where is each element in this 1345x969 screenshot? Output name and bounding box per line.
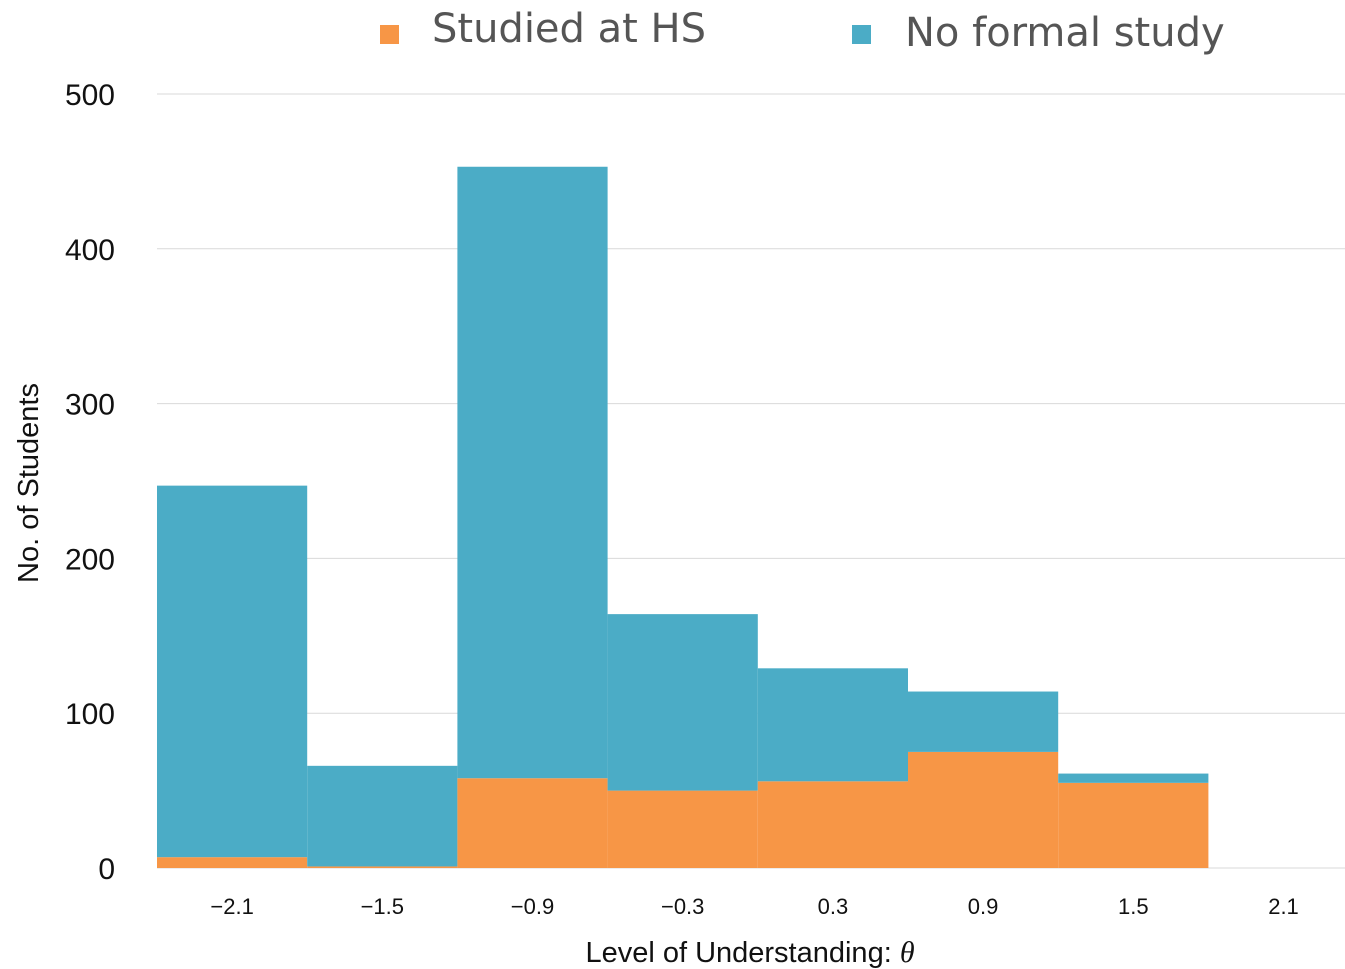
bar-studied-at-hs-5: [908, 751, 1059, 868]
bar-studied-at-hs-2: [457, 778, 608, 868]
bars: [157, 166, 1209, 868]
y-tick-label: 100: [65, 698, 115, 731]
legend-swatch-studied-at-hs: [380, 25, 399, 44]
bar-studied-at-hs-0: [157, 857, 308, 868]
y-tick-label: 0: [98, 853, 115, 886]
legend: Studied at HS No formal study: [380, 6, 1225, 56]
bar-no-formal-study-0: [157, 485, 308, 858]
x-tick-label: −1.5: [361, 894, 404, 919]
x-tick-label: −0.9: [511, 894, 554, 919]
legend-label-no-formal-study: No formal study: [905, 10, 1225, 56]
x-tick-labels: −2.1 −1.5 −0.9 −0.3 0.3 0.9 1.5 2.1: [210, 894, 1298, 919]
x-tick-label: 0.9: [968, 894, 999, 919]
bar-no-formal-study-2: [457, 166, 608, 779]
x-tick-label: −0.3: [661, 894, 704, 919]
y-tick-label: 200: [65, 543, 115, 576]
bar-no-formal-study-5: [908, 691, 1059, 752]
x-tick-label: 0.3: [818, 894, 849, 919]
x-axis-label: Level of Understanding: θ: [585, 936, 914, 969]
bar-no-formal-study-6: [1058, 773, 1209, 783]
bar-studied-at-hs-3: [607, 790, 758, 868]
bar-studied-at-hs-6: [1058, 782, 1209, 868]
legend-label-studied-at-hs: Studied at HS: [432, 6, 706, 52]
legend-swatch-no-formal-study: [852, 25, 871, 44]
x-tick-label: 2.1: [1268, 894, 1299, 919]
bar-no-formal-study-4: [757, 668, 908, 782]
x-axis-label-symbol: θ: [900, 936, 915, 969]
y-tick-label: 500: [65, 79, 115, 112]
y-axis-label: No. of Students: [13, 383, 45, 583]
y-tick-label: 400: [65, 234, 115, 267]
x-tick-label: −2.1: [210, 894, 253, 919]
bar-no-formal-study-3: [607, 614, 758, 791]
y-tick-label: 300: [65, 389, 115, 422]
y-tick-labels: 0 100 200 300 400 500: [65, 79, 115, 886]
x-axis-label-text: Level of Understanding:: [585, 937, 899, 969]
bar-no-formal-study-1: [307, 765, 458, 867]
bar-studied-at-hs-1: [307, 866, 458, 868]
x-tick-label: 1.5: [1118, 894, 1149, 919]
bar-studied-at-hs-4: [757, 781, 908, 868]
